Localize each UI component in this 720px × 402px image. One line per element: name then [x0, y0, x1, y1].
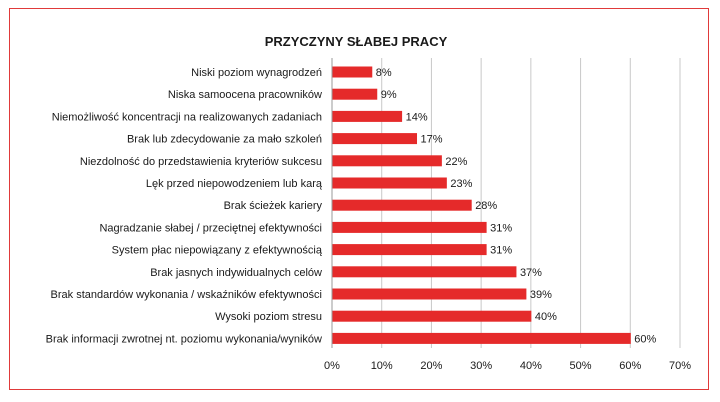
category-label: Brak lub zdecydowanie za mało szkoleń [127, 134, 322, 146]
data-label: 37% [520, 267, 542, 279]
data-label: 28% [475, 200, 497, 212]
category-label: Brak ścieżek kariery [224, 200, 323, 212]
bar [332, 177, 447, 189]
bar [332, 66, 373, 78]
bar [332, 332, 631, 344]
bar [332, 310, 532, 322]
category-label: Nagradzanie słabej / przeciętnej efektyw… [99, 222, 322, 234]
data-labels: 8% 9% 14% 17%22% 23%28% 31% 31% 37% 39% 40% 60% [376, 67, 657, 345]
x-axis-tick-labels: 0% 10% 20% 30% 40% 50% 60% 70% [324, 360, 691, 372]
data-label: 31% [490, 245, 512, 257]
bar [332, 88, 378, 100]
category-label: Lęk przed niepowodzeniem lub karą [146, 178, 323, 190]
category-label: Niski poziom wynagrodzeń [191, 67, 322, 79]
category-label: Brak standardów wykonania / wskaźników e… [51, 289, 322, 301]
data-label: 22% [445, 156, 467, 168]
category-label: Niemożliwość koncentracji na realizowany… [52, 111, 322, 123]
category-label: Brak jasnych indywidualnych celów [150, 267, 322, 279]
bar [332, 199, 472, 211]
chart-frame [9, 8, 709, 390]
data-label: 9% [381, 89, 397, 101]
x-tick-label: 0% [324, 360, 340, 372]
bar [332, 155, 442, 167]
bars [332, 66, 631, 344]
bar [332, 266, 517, 278]
x-tick-label: 20% [420, 360, 442, 372]
data-label: 60% [634, 333, 656, 345]
x-tick-label: 30% [470, 360, 492, 372]
bar [332, 110, 403, 122]
category-label: Brak informacji zwrotnej nt. poziomu wyk… [46, 333, 322, 345]
category-label: Niska samoocena pracowników [168, 89, 322, 101]
bar [332, 244, 487, 256]
data-label: 17% [421, 134, 443, 146]
x-tick-label: 50% [570, 360, 592, 372]
category-label: Niezdolność do przedstawienia kryteriów … [80, 156, 322, 168]
bar [332, 133, 418, 145]
chart-title: PRZYCZYNY SŁABEJ PRACY [265, 34, 448, 49]
data-label: 39% [530, 289, 552, 301]
grid-lines [331, 58, 681, 348]
category-label: Wysoki poziom stresu [215, 311, 322, 323]
data-label: 31% [490, 222, 512, 234]
x-tick-label: 10% [371, 360, 393, 372]
x-tick-label: 40% [520, 360, 542, 372]
data-label: 8% [376, 67, 392, 79]
bar [332, 221, 487, 233]
category-label: System płac niepowiązany z efektywnością [112, 245, 323, 257]
x-tick-label: 60% [619, 360, 641, 372]
bar [332, 288, 527, 300]
data-label: 23% [450, 178, 472, 190]
data-label: 14% [406, 111, 428, 123]
category-labels: Niski poziom wynagrodzeń Niska samoocena … [46, 67, 323, 345]
data-label: 40% [535, 311, 557, 323]
x-tick-label: 70% [669, 360, 691, 372]
